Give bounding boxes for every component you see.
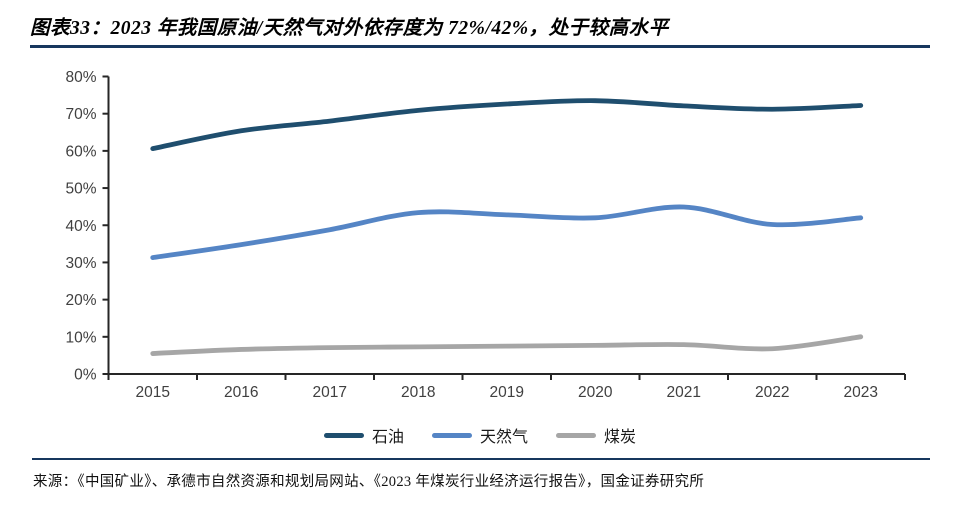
legend-line-swatch-gas [431,432,472,438]
y-axis-tick-label: 10% [65,329,96,346]
y-axis-tick-label: 30% [65,255,96,272]
source-note: 来源：《中国矿业》、承德市自然资源和规划局网站、《2023 年煤炭行业经济运行报… [33,474,705,490]
y-axis-tick-label: 20% [65,292,96,309]
legend-line-swatch-oil [323,432,364,438]
legend-label-coal: 煤炭 [604,429,637,446]
x-axis-tick-label: 2021 [667,384,701,401]
title-underline [30,45,930,48]
x-axis-tick-label: 2022 [755,384,789,401]
x-axis-tick-label: 2019 [490,384,524,401]
legend-label-oil: 石油 [371,429,404,446]
y-axis-tick-label: 60% [65,143,96,160]
y-axis-tick-label: 80% [65,69,96,86]
series-line-gas [150,204,864,261]
legend-item-gas: 天然气 [431,423,528,447]
chart-legend: 石油 天然气 煤炭 [0,423,960,447]
x-axis-tick-label: 2016 [224,384,258,401]
y-axis-tick-label: 0% [74,367,97,384]
x-axis-tick-label: 2017 [313,384,347,401]
x-axis-tick-label: 2020 [578,384,613,401]
line-chart: 0% 10% 20% 30% 40% 50% 60% 70% 80% 2015 2016 2017 20… [65,69,906,401]
legend-line-swatch-coal [556,432,596,438]
footer-divider [32,458,930,460]
legend-item-oil: 石油 [323,423,404,447]
x-axis-tick-label: 2023 [844,384,878,401]
y-axis-tick-label: 50% [65,181,96,198]
series-line-oil [150,98,864,152]
legend-item-coal: 煤炭 [556,423,636,447]
legend-label-gas: 天然气 [479,429,528,446]
figure-title: 图表33：2023 年我国原油/天然气对外依存度为 72%/42%，处于较高水平 [30,18,669,39]
series-line-coal [150,334,864,356]
y-axis-tick-label: 70% [65,106,96,123]
x-axis-tick-label: 2015 [136,384,170,401]
y-axis-tick-label: 40% [65,218,96,235]
x-axis-tick-label: 2018 [401,384,435,401]
